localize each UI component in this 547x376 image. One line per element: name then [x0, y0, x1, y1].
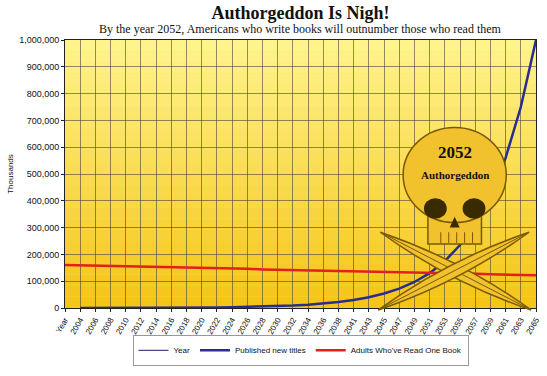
svg-text:1,000,000: 1,000,000 — [19, 35, 59, 45]
svg-text:2059: 2059 — [479, 316, 496, 336]
svg-text:500,000: 500,000 — [27, 169, 60, 179]
svg-text:2026: 2026 — [236, 316, 253, 336]
svg-text:2008: 2008 — [99, 316, 116, 336]
svg-text:300,000: 300,000 — [27, 223, 60, 233]
svg-text:Published new titles: Published new titles — [235, 346, 306, 355]
svg-text:2036: 2036 — [312, 316, 329, 336]
svg-text:200,000: 200,000 — [27, 250, 60, 260]
svg-text:2043: 2043 — [357, 316, 374, 336]
svg-text:2012: 2012 — [129, 316, 146, 336]
svg-text:2038: 2038 — [327, 316, 344, 336]
svg-text:2045: 2045 — [373, 316, 390, 336]
svg-text:2024: 2024 — [221, 316, 238, 336]
svg-text:2014: 2014 — [145, 316, 162, 336]
svg-text:Thousands: Thousands — [6, 154, 15, 194]
svg-text:400,000: 400,000 — [27, 196, 60, 206]
svg-text:2006: 2006 — [84, 316, 101, 336]
svg-text:900,000: 900,000 — [27, 62, 60, 72]
svg-text:2030: 2030 — [266, 316, 283, 336]
svg-text:2052: 2052 — [438, 143, 472, 162]
svg-text:2049: 2049 — [403, 316, 420, 336]
svg-text:2034: 2034 — [297, 316, 314, 336]
svg-text:By the year 2052, Americans wh: By the year 2052, Americans who write bo… — [99, 22, 502, 36]
svg-text:2063: 2063 — [509, 316, 526, 336]
svg-text:2057: 2057 — [464, 316, 481, 336]
svg-text:2022: 2022 — [205, 316, 222, 336]
svg-text:800,000: 800,000 — [27, 89, 60, 99]
svg-text:Year: Year — [54, 316, 70, 335]
svg-text:2061: 2061 — [494, 316, 511, 336]
svg-text:2065: 2065 — [525, 316, 542, 336]
svg-text:2028: 2028 — [251, 316, 268, 336]
svg-text:2053: 2053 — [433, 316, 450, 336]
svg-text:2047: 2047 — [388, 316, 405, 336]
svg-text:600,000: 600,000 — [27, 142, 60, 152]
svg-text:2051: 2051 — [418, 316, 435, 336]
svg-text:100,000: 100,000 — [27, 276, 60, 286]
svg-text:2016: 2016 — [160, 316, 177, 336]
svg-text:Authorgeddon: Authorgeddon — [421, 169, 489, 181]
svg-text:2041: 2041 — [342, 316, 359, 336]
svg-text:Adults Who've Read One Book: Adults Who've Read One Book — [351, 346, 462, 355]
svg-text:2018: 2018 — [175, 316, 192, 336]
svg-text:Year: Year — [174, 346, 191, 355]
svg-text:2010: 2010 — [114, 316, 131, 336]
svg-text:Authorgeddon Is Nigh!: Authorgeddon Is Nigh! — [211, 3, 389, 23]
svg-text:2055: 2055 — [449, 316, 466, 336]
svg-text:2020: 2020 — [190, 316, 207, 336]
svg-text:2004: 2004 — [69, 316, 86, 336]
svg-text:700,000: 700,000 — [27, 116, 60, 126]
svg-text:0: 0 — [54, 303, 59, 313]
svg-text:2032: 2032 — [281, 316, 298, 336]
